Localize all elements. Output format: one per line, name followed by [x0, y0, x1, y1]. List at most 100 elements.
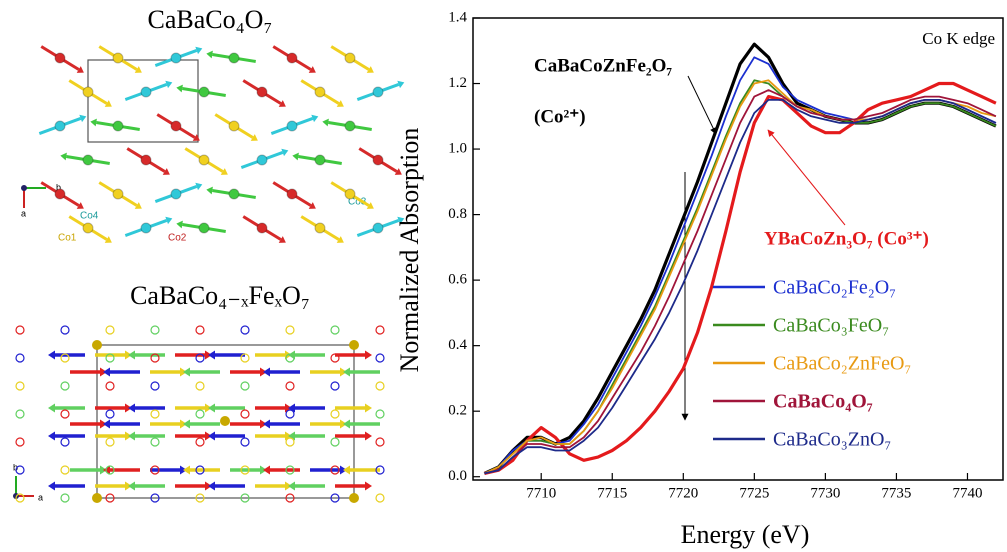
arrow-head — [365, 481, 372, 491]
atom — [240, 353, 250, 363]
arrow-head — [365, 350, 372, 360]
arrow-head — [48, 350, 55, 360]
y-tick-label: 1.2 — [448, 75, 467, 91]
arrow-head — [343, 465, 350, 475]
atom — [285, 353, 295, 363]
atom — [220, 416, 230, 426]
atom — [285, 493, 295, 503]
axis-origin — [21, 185, 27, 191]
atom — [240, 325, 250, 335]
structure-title: CaBaCo₄O₇ — [147, 5, 272, 34]
x-tick-label: 7735 — [881, 485, 911, 501]
atom — [286, 52, 298, 64]
atom — [314, 222, 326, 234]
axis-label: b — [56, 182, 61, 192]
axis-label: a — [21, 208, 26, 218]
arrow-head — [208, 481, 215, 491]
atom — [240, 381, 250, 391]
arrow-head — [162, 168, 170, 175]
atom — [195, 325, 205, 335]
atom — [344, 120, 356, 132]
arrow-head — [281, 148, 289, 157]
y-tick-label: 0.4 — [448, 337, 467, 353]
atom — [375, 409, 385, 419]
arrow-head — [366, 66, 374, 73]
arrow-head — [76, 202, 84, 209]
arrow-head — [288, 403, 295, 413]
atom — [344, 188, 356, 200]
arrow-head — [192, 134, 200, 141]
arrow-head — [288, 350, 295, 360]
atom — [372, 86, 384, 98]
arrow-head — [104, 100, 112, 107]
arrow-head — [208, 403, 215, 413]
arrow-head — [343, 419, 350, 429]
atom — [195, 493, 205, 503]
axis-label: a — [38, 492, 43, 502]
atom — [60, 409, 70, 419]
atom — [105, 409, 115, 419]
arrow-head — [250, 134, 258, 141]
arrow-head — [103, 367, 110, 377]
arrow-head — [128, 350, 135, 360]
legend-label: CaBaCo₃FeO₇ — [773, 315, 889, 337]
y-tick-label: 0.2 — [448, 403, 467, 419]
x-tick-label: 7725 — [739, 485, 769, 501]
arrow-head — [195, 182, 203, 191]
x-tick-label: 7720 — [668, 485, 698, 501]
atom — [285, 381, 295, 391]
axis-label: b — [13, 462, 18, 472]
atom — [112, 188, 124, 200]
x-tick-label: 7740 — [952, 485, 982, 501]
atom — [314, 154, 326, 166]
atom — [195, 381, 205, 391]
atom — [330, 353, 340, 363]
atom — [82, 154, 94, 166]
atom — [375, 465, 385, 475]
arrow-head — [176, 84, 183, 93]
atom — [60, 437, 70, 447]
series-line — [484, 99, 997, 475]
arrow-head — [195, 46, 203, 55]
atom — [285, 437, 295, 447]
atom — [198, 154, 210, 166]
atom — [375, 353, 385, 363]
arrow-head — [134, 202, 142, 209]
arrow-head — [60, 152, 67, 161]
arrow-head — [48, 431, 55, 441]
unit-cell — [96, 344, 355, 499]
atom — [195, 437, 205, 447]
arrow-head — [183, 419, 190, 429]
atom — [349, 493, 359, 503]
atom — [256, 86, 268, 98]
atom — [330, 437, 340, 447]
atom — [375, 437, 385, 447]
arrow-head — [183, 367, 190, 377]
atom — [150, 325, 160, 335]
annotation-arrow — [767, 129, 846, 226]
series-line — [484, 81, 997, 475]
atom — [15, 493, 25, 503]
arrow-head — [134, 66, 142, 73]
annotation: (Co²⁺) — [534, 106, 586, 127]
atom — [105, 437, 115, 447]
atom — [285, 409, 295, 419]
atom — [195, 465, 205, 475]
arrow-head — [48, 403, 55, 413]
atom — [170, 52, 182, 64]
x-tick-label: 7730 — [810, 485, 840, 501]
atom — [15, 409, 25, 419]
atom — [150, 381, 160, 391]
atom — [330, 325, 340, 335]
atom — [228, 188, 240, 200]
arrow-head — [48, 481, 55, 491]
atom — [198, 222, 210, 234]
atom — [198, 86, 210, 98]
atom — [170, 120, 182, 132]
unit-cell — [87, 59, 199, 143]
atom — [105, 465, 115, 475]
atom — [92, 493, 102, 503]
atom — [112, 52, 124, 64]
arrow-head — [176, 220, 183, 229]
arrow-head — [263, 367, 270, 377]
